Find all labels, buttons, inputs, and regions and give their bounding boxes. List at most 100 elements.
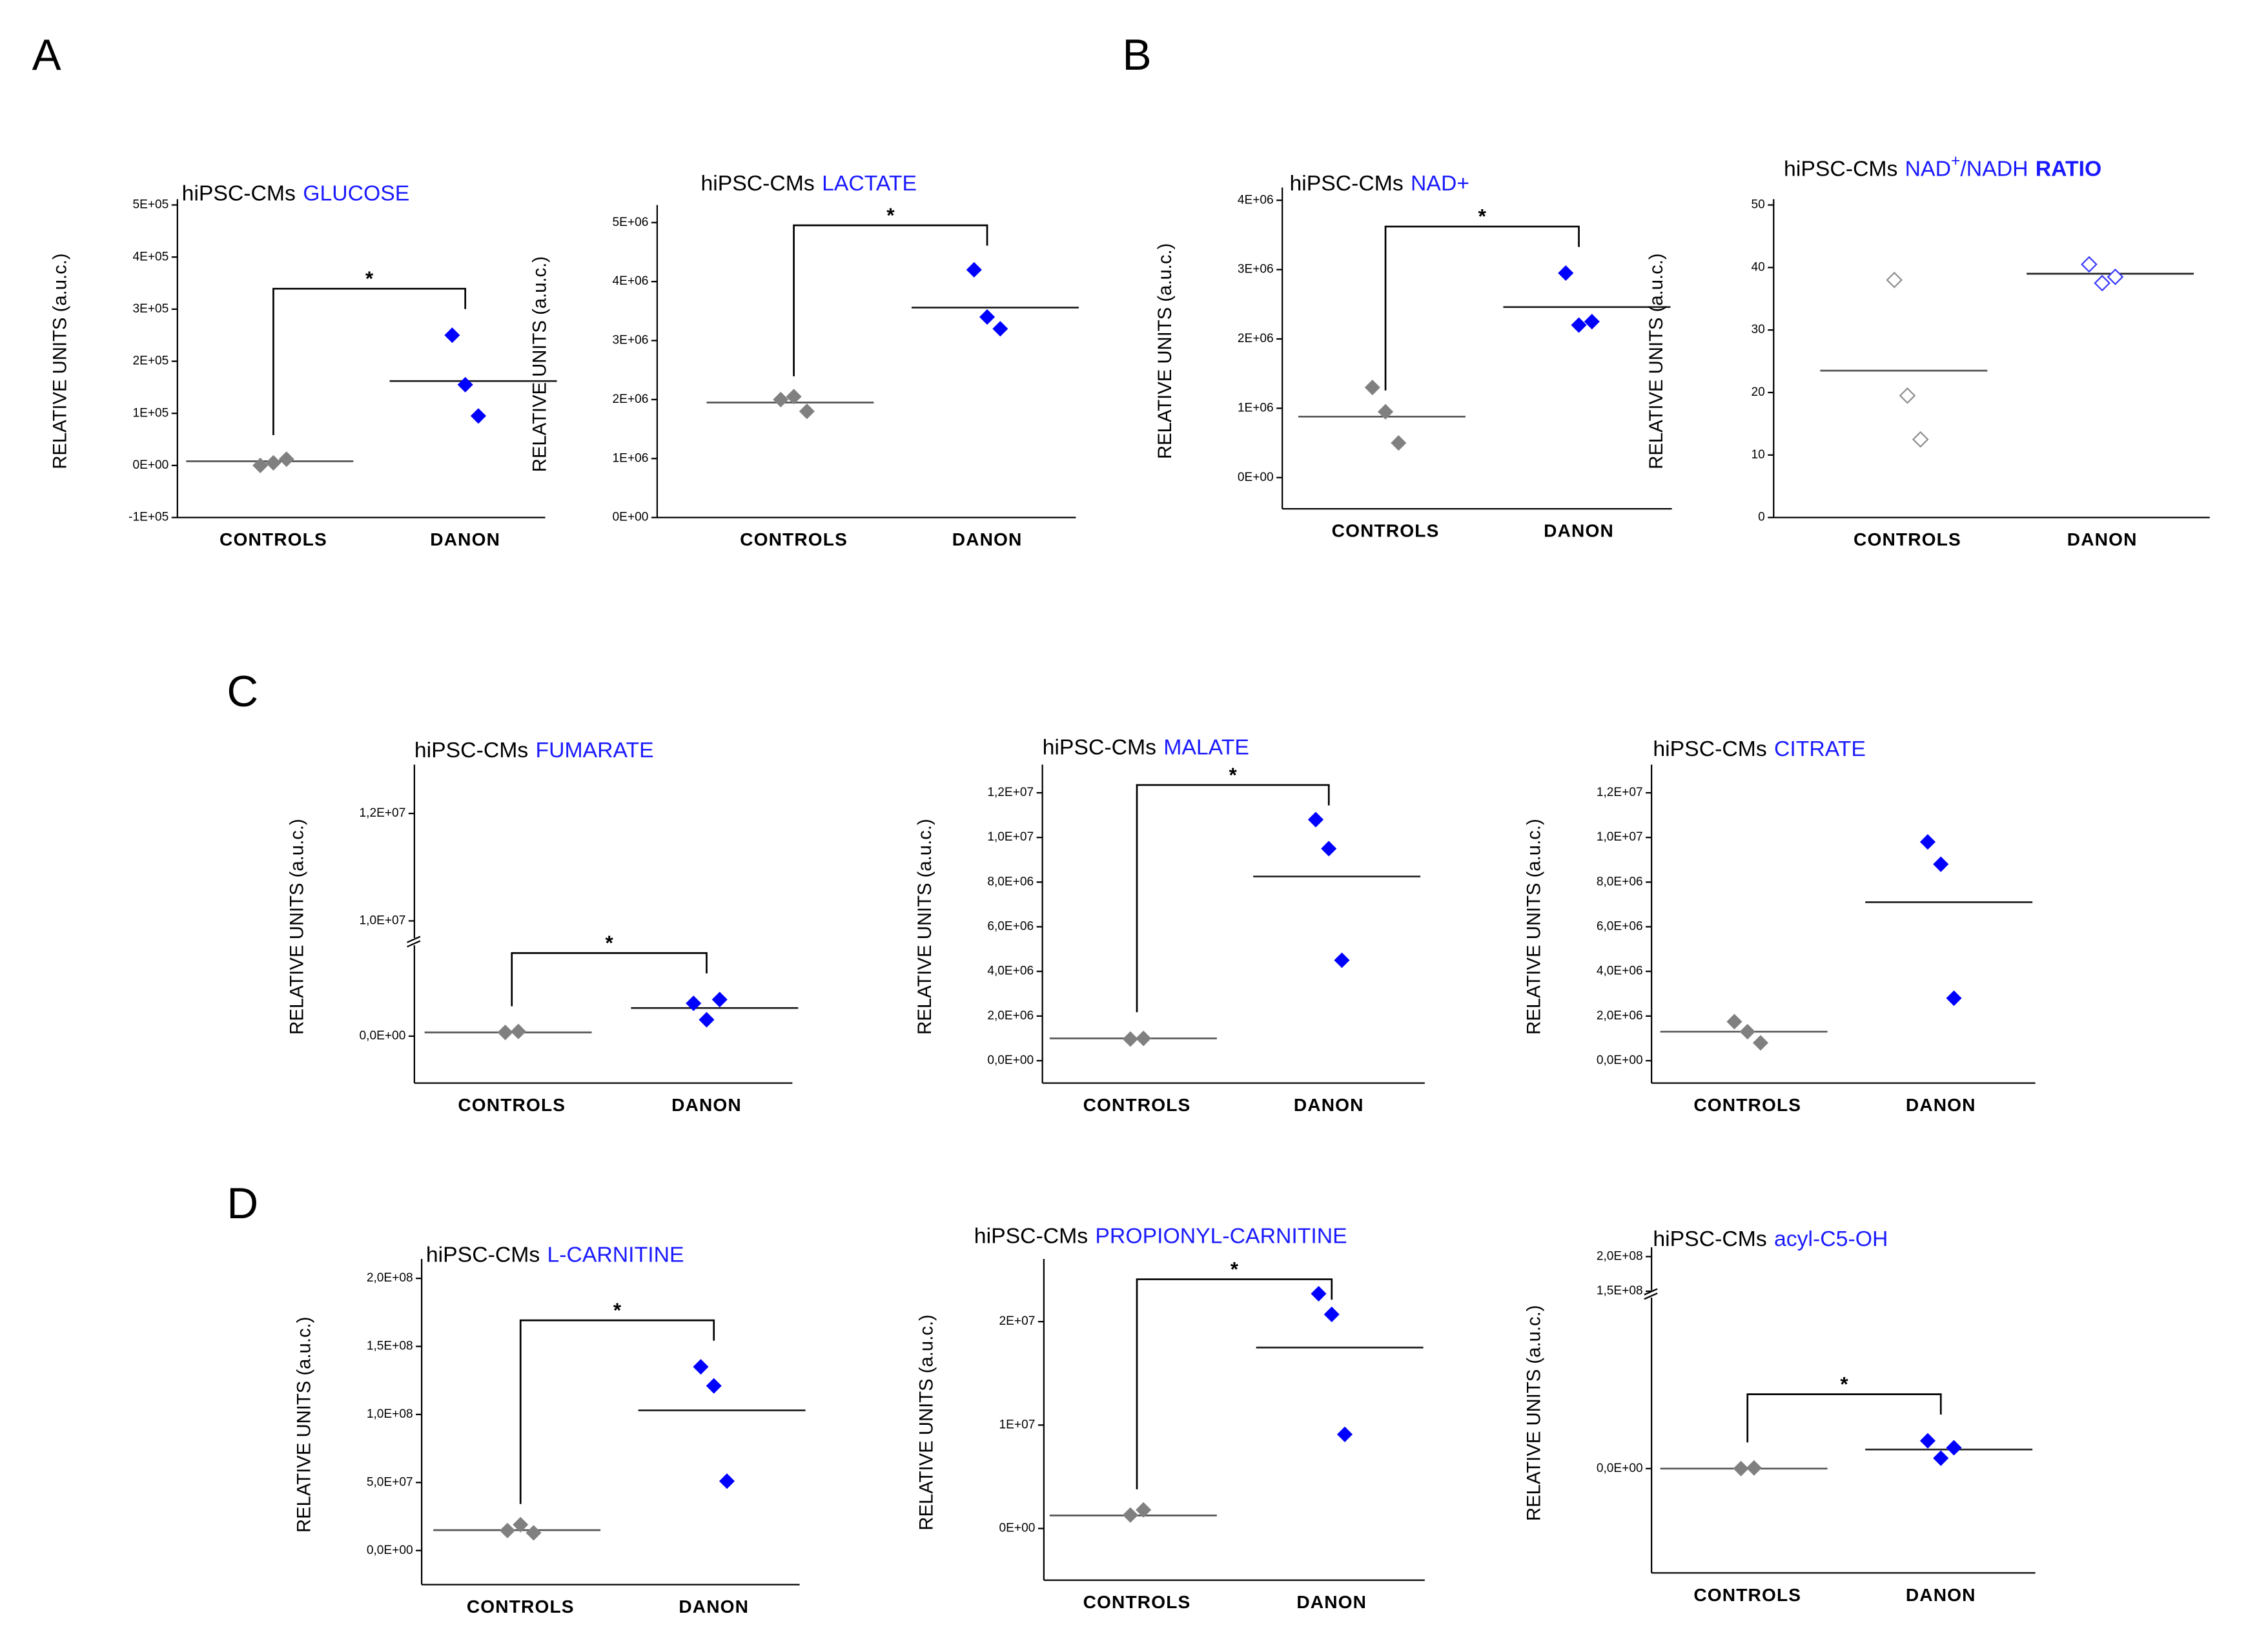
data-point — [510, 1023, 526, 1039]
y-axis-label: RELATIVE UNITS (a.u.c.) — [530, 256, 551, 472]
y-tick-label: 3E+06 — [1238, 263, 1274, 276]
data-point — [2081, 256, 2098, 273]
y-tick-label: 40 — [1751, 260, 1764, 274]
y-axis-label: RELATIVE UNITS (a.u.c.) — [916, 1314, 937, 1530]
x-tick-label: DANON — [1296, 1592, 1367, 1612]
y-tick-label: 8,0E+06 — [987, 875, 1034, 888]
data-point — [1311, 1285, 1327, 1302]
y-tick-label: 1E+06 — [613, 451, 649, 465]
data-point — [1122, 1507, 1138, 1523]
y-axis-label: RELATIVE UNITS (a.u.c.) — [1524, 819, 1545, 1034]
data-point — [992, 321, 1008, 337]
data-point — [470, 408, 487, 424]
y-tick-label: 2,0E+06 — [1597, 1009, 1643, 1023]
title-part: hiPSC-CMs — [1653, 737, 1766, 761]
data-point — [1364, 380, 1380, 396]
data-point — [706, 1378, 722, 1394]
chart-title: hiPSC-CMs MALATE — [1043, 735, 1249, 760]
chart-title: hiPSC-CMs L-CARNITINE — [426, 1242, 684, 1267]
data-point — [1886, 271, 1903, 289]
y-tick-label: 5E+06 — [613, 216, 649, 229]
y-tick-label: 6,0E+06 — [1597, 920, 1643, 934]
x-tick-label: CONTROLS — [740, 529, 848, 549]
title-part: NAD+ — [1411, 171, 1469, 196]
y-tick-label: 0,0E+00 — [360, 1029, 406, 1043]
data-point — [1933, 856, 1949, 872]
data-point — [1334, 952, 1350, 968]
data-point — [693, 1359, 709, 1375]
y-tick-label: 0 — [1758, 511, 1765, 524]
significance-bracket — [1384, 225, 1580, 391]
title-part: CITRATE — [1774, 737, 1866, 761]
data-point — [1136, 1030, 1152, 1047]
x-tick-label: CONTROLS — [220, 529, 327, 549]
x-tick-label: DANON — [1906, 1095, 1976, 1115]
y-axis-label: RELATIVE UNITS (a.u.c.) — [294, 1317, 315, 1533]
title-part: PROPIONYL-CARNITINE — [1095, 1223, 1347, 1248]
data-point — [786, 389, 802, 405]
significance-label: * — [1229, 763, 1237, 786]
y-axis-label: RELATIVE UNITS (a.u.c.) — [287, 819, 307, 1034]
axis-break — [407, 940, 421, 948]
data-point — [686, 996, 702, 1012]
significance-label: * — [605, 931, 613, 954]
y-tick-label: 0,0E+00 — [1597, 1462, 1643, 1475]
y-tick-label: 0E+00 — [613, 511, 649, 524]
y-tick-label: 1E+06 — [1238, 401, 1274, 414]
y-tick-label: 1,2E+07 — [987, 786, 1034, 799]
y-tick-label: 4E+06 — [613, 274, 649, 288]
title-part: hiPSC-CMs — [700, 171, 814, 196]
title-part: GLUCOSE — [303, 181, 409, 206]
significance-label: * — [1231, 1257, 1239, 1280]
title-part: MALATE — [1163, 735, 1249, 760]
y-tick-label: 6,0E+06 — [987, 920, 1034, 934]
title-part: RATIO — [2036, 156, 2102, 181]
x-tick-label: CONTROLS — [1083, 1095, 1191, 1115]
data-point — [1946, 1440, 1962, 1456]
data-point — [1323, 1306, 1340, 1323]
y-tick-label: 1,2E+07 — [360, 806, 406, 820]
title-part: hiPSC-CMs — [1653, 1227, 1766, 1251]
y-tick-label: 1E+07 — [999, 1418, 1036, 1431]
y-tick-label: 0,0E+00 — [367, 1544, 413, 1557]
data-point — [2094, 274, 2111, 292]
y-tick-label: 2,0E+08 — [1597, 1249, 1643, 1263]
title-part: hiPSC-CMs — [1784, 156, 1897, 181]
title-part: hiPSC-CMs — [1289, 171, 1403, 196]
significance-bracket — [1136, 784, 1330, 1012]
data-point — [1919, 1433, 1936, 1449]
data-point — [1307, 812, 1324, 828]
chart-title: hiPSC-CMs NAD+ — [1289, 171, 1469, 196]
y-tick-label: 1,0E+07 — [1597, 830, 1643, 844]
y-tick-label: 2E+06 — [613, 393, 649, 406]
data-point — [1321, 841, 1337, 857]
y-tick-label: 2E+07 — [999, 1314, 1036, 1328]
data-point — [499, 1522, 516, 1538]
title-part: FUMARATE — [535, 738, 653, 762]
data-point — [799, 403, 815, 420]
significance-label: * — [365, 267, 374, 290]
y-tick-label: 4,0E+06 — [1597, 965, 1643, 978]
chart-title: hiPSC-CMs NAD+/NADH RATIO — [1784, 152, 2101, 181]
x-tick-label: DANON — [1906, 1585, 1976, 1605]
y-tick-label: 2E+06 — [1238, 332, 1274, 345]
y-tick-label: 4,0E+06 — [987, 965, 1034, 978]
panel-label: A — [32, 31, 61, 79]
title-part: LACTATE — [822, 171, 917, 196]
title-part: hiPSC-CMs — [974, 1223, 1088, 1248]
data-point — [1739, 1023, 1755, 1040]
chart-title: hiPSC-CMs PROPIONYL-CARNITINE — [974, 1223, 1347, 1248]
y-axis-label: RELATIVE UNITS (a.u.c.) — [50, 253, 70, 469]
axis-break-gap — [407, 937, 422, 946]
y-tick-label: 1,5E+08 — [367, 1340, 413, 1353]
y-tick-label: 10 — [1751, 448, 1764, 462]
panel-label: B — [1122, 31, 1151, 79]
x-tick-label: DANON — [679, 1597, 749, 1617]
title-part: NAD — [1905, 156, 1951, 181]
data-point — [1571, 317, 1587, 333]
panel-label: D — [227, 1180, 258, 1228]
x-tick-label: CONTROLS — [467, 1597, 575, 1617]
data-point — [252, 457, 269, 473]
title-part: acyl-C5-OH — [1774, 1227, 1888, 1251]
y-tick-label: 3E+06 — [613, 334, 649, 347]
